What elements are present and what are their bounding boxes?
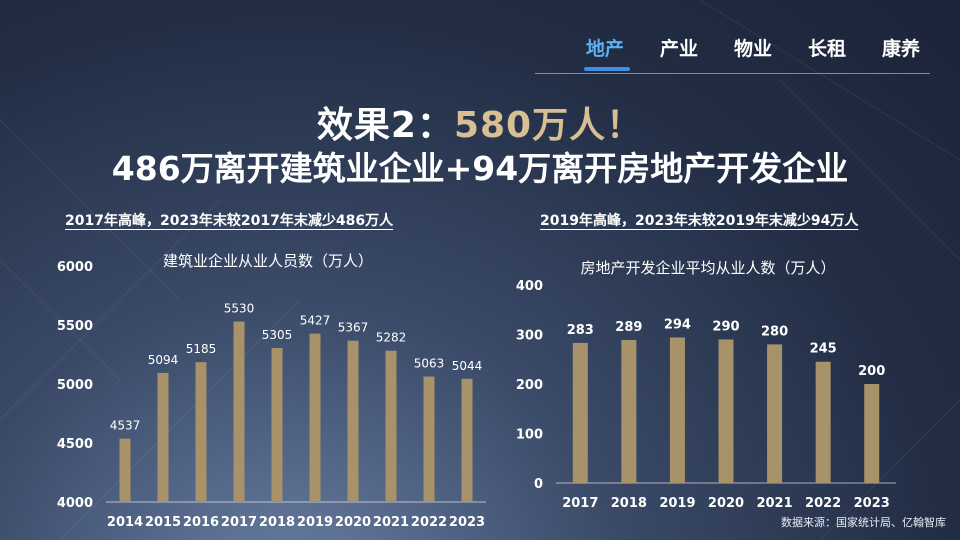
headline-line-1: 效果2：580万人！ [0,96,960,148]
nav-divider [535,73,930,74]
left-chart-subtitle: 2017年高峰，2023年末较2017年末减少486万人 [65,213,394,229]
right-chart-subtitle: 2019年高峰，2023年末较2019年末减少94万人 [540,213,859,229]
headline-prefix: 效果2： [316,105,454,146]
tab-real-estate[interactable]: 地产 [583,34,630,71]
data-source-note: 数据来源：国家统计局、亿翰智库 [781,516,946,529]
tab-elderly-care[interactable]: 康养 [881,38,920,60]
tab-property-management[interactable]: 物业 [733,38,772,60]
headline-highlight: 580万人！ [453,105,644,146]
headline-line-2: 486万离开建筑业企业+94万离开房地产开发企业 [111,149,849,188]
tab-long-term-rental[interactable]: 长租 [807,38,846,60]
category-nav: 地产 产业 物业 长租 康养 [583,34,920,71]
tab-industry[interactable]: 产业 [659,38,698,60]
